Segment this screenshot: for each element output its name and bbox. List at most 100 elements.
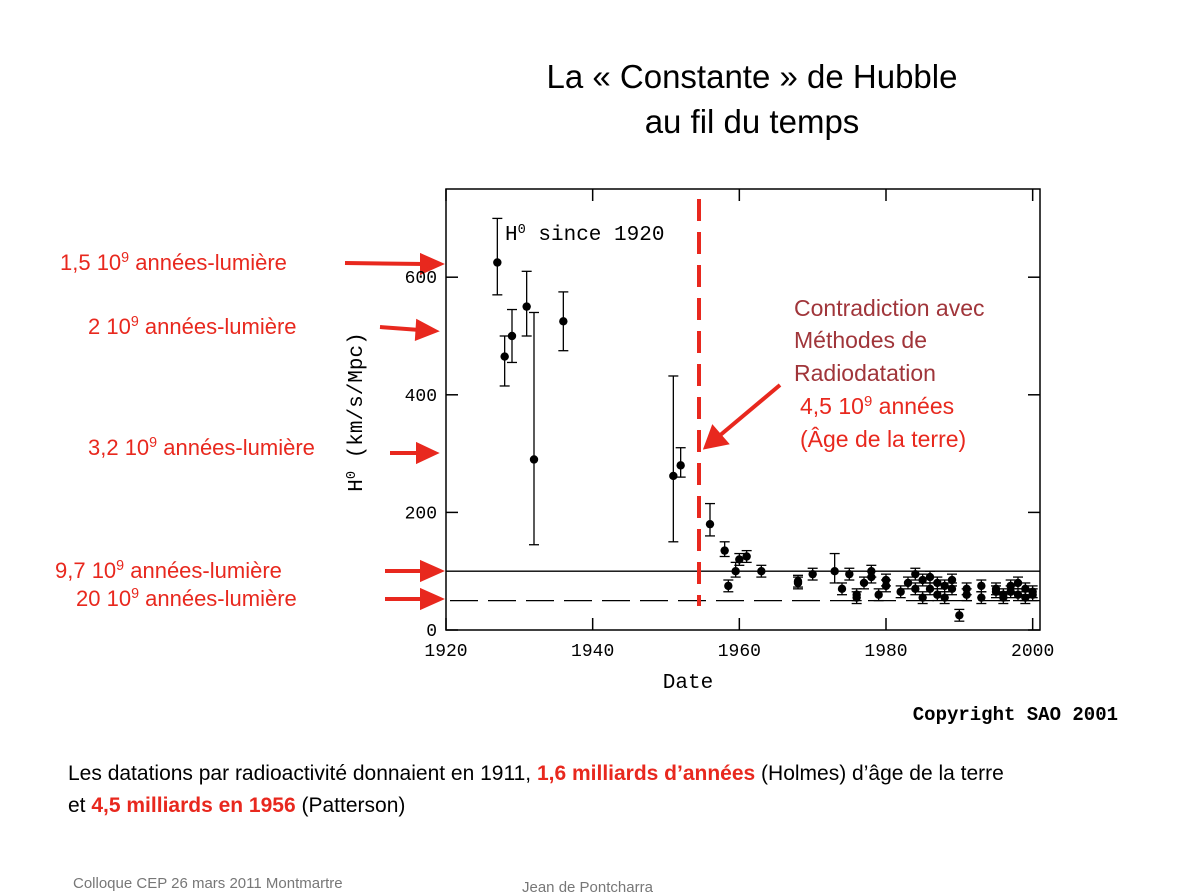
data-point — [731, 567, 740, 576]
data-point — [735, 555, 744, 564]
arrow-head — [416, 441, 440, 465]
data-point — [522, 302, 531, 311]
left-label-part: années-lumière — [124, 558, 282, 583]
data-point — [911, 569, 920, 579]
y-axis-label-part: (km/s/Mpc) — [346, 332, 369, 471]
note-line-part: Méthodes de — [794, 327, 927, 353]
y-axis-label: H0 (km/s/Mpc) — [345, 332, 370, 491]
paragraph-segment: 1,6 milliards d’années — [537, 762, 755, 785]
left-label-part: 9 — [131, 586, 139, 602]
data-point — [1013, 578, 1023, 588]
data-point — [940, 581, 949, 591]
data-point-group — [910, 567, 921, 581]
y-tick-label: 600 — [405, 269, 437, 289]
plot-frame — [445, 188, 1041, 631]
y-tick-label: 200 — [405, 504, 437, 524]
data-point-group — [730, 561, 741, 578]
data-point-group — [741, 549, 752, 564]
note-line: Méthodes de — [794, 327, 927, 353]
paragraph-segment: 4,5 milliards en 1956 — [91, 794, 295, 817]
data-point — [1021, 584, 1030, 594]
note-line: (Âge de la terre) — [800, 426, 966, 452]
data-point-group — [723, 579, 734, 593]
left-label-part: 1,5 10 — [60, 250, 121, 275]
data-point — [720, 546, 729, 555]
data-point-group — [917, 591, 928, 605]
note-line-part: (Âge de la terre) — [800, 426, 966, 452]
x-tick-label: 1980 — [864, 642, 907, 662]
data-point — [925, 572, 935, 582]
data-point-group — [859, 576, 869, 590]
left-label-part: 2 10 — [88, 314, 131, 339]
data-point-group — [668, 375, 679, 543]
data-point — [874, 590, 883, 599]
note-line: 4,5 109 années — [800, 393, 954, 420]
data-point — [999, 593, 1008, 602]
data-point-group — [793, 574, 803, 588]
paragraph-segment: (Patterson) — [296, 794, 406, 817]
data-point — [705, 519, 715, 529]
y-axis-label-part: H — [346, 479, 369, 492]
left-label-part: 9,7 10 — [55, 558, 116, 583]
data-point — [933, 578, 942, 588]
data-point — [881, 575, 891, 585]
data-point-group — [1013, 576, 1023, 590]
data-point-group — [917, 573, 928, 587]
data-point — [1021, 593, 1030, 602]
data-point-group — [807, 567, 818, 581]
data-point — [742, 552, 751, 561]
data-point — [947, 575, 957, 585]
data-point — [793, 576, 803, 586]
data-point — [1006, 587, 1015, 596]
paragraph-segment: (Holmes) d’âge de la terre — [755, 762, 1004, 785]
data-point — [1013, 590, 1023, 599]
left-label: 3,2 109 années-lumière — [88, 435, 315, 460]
data-point — [845, 569, 854, 579]
arrow — [379, 325, 421, 332]
data-point — [830, 567, 839, 576]
data-point — [529, 455, 539, 464]
data-point-group — [675, 447, 686, 478]
y-axis-label-part: 0 — [345, 471, 360, 479]
left-label-part: années-lumière — [139, 586, 297, 611]
data-point-group — [925, 582, 935, 596]
data-point — [977, 581, 986, 591]
data-point-group — [529, 311, 539, 546]
data-point-group — [991, 585, 1001, 599]
footer-left: Colloque CEP 26 mars 2011 Montmartre — [73, 875, 343, 892]
inset-label-part: 0 — [518, 223, 526, 238]
left-label-part: années-lumière — [157, 435, 315, 460]
note-line-part: Contradiction avec — [794, 295, 985, 321]
data-point-group — [947, 573, 957, 587]
data-point — [757, 567, 766, 576]
data-point-group — [719, 541, 730, 558]
data-point-group — [1027, 588, 1038, 602]
x-axis-label: Date — [663, 672, 713, 695]
data-point-group — [873, 588, 884, 602]
x-tick-label: 1960 — [718, 642, 761, 662]
paragraph-segment: et — [68, 794, 91, 817]
data-point-group — [558, 291, 569, 352]
data-point — [507, 331, 517, 341]
note-line-part: années — [872, 393, 954, 419]
x-tick-label: 1940 — [571, 642, 614, 662]
left-label-part: 9 — [149, 435, 157, 451]
footer-center: Jean de Pontcharra — [522, 879, 654, 896]
data-point — [933, 590, 942, 599]
data-point-group — [837, 582, 847, 596]
data-point — [991, 587, 1001, 596]
data-point — [493, 258, 502, 267]
copyright: Copyright SAO 2001 — [913, 704, 1118, 726]
data-point-group — [1005, 585, 1016, 599]
data-point — [559, 317, 568, 326]
data-point-group — [851, 591, 862, 605]
data-point — [918, 575, 927, 585]
data-point — [859, 578, 869, 588]
data-point — [940, 593, 949, 602]
data-point — [896, 587, 905, 596]
arrow-head — [420, 587, 445, 611]
data-point-group — [756, 564, 767, 578]
data-point-group — [492, 217, 503, 296]
